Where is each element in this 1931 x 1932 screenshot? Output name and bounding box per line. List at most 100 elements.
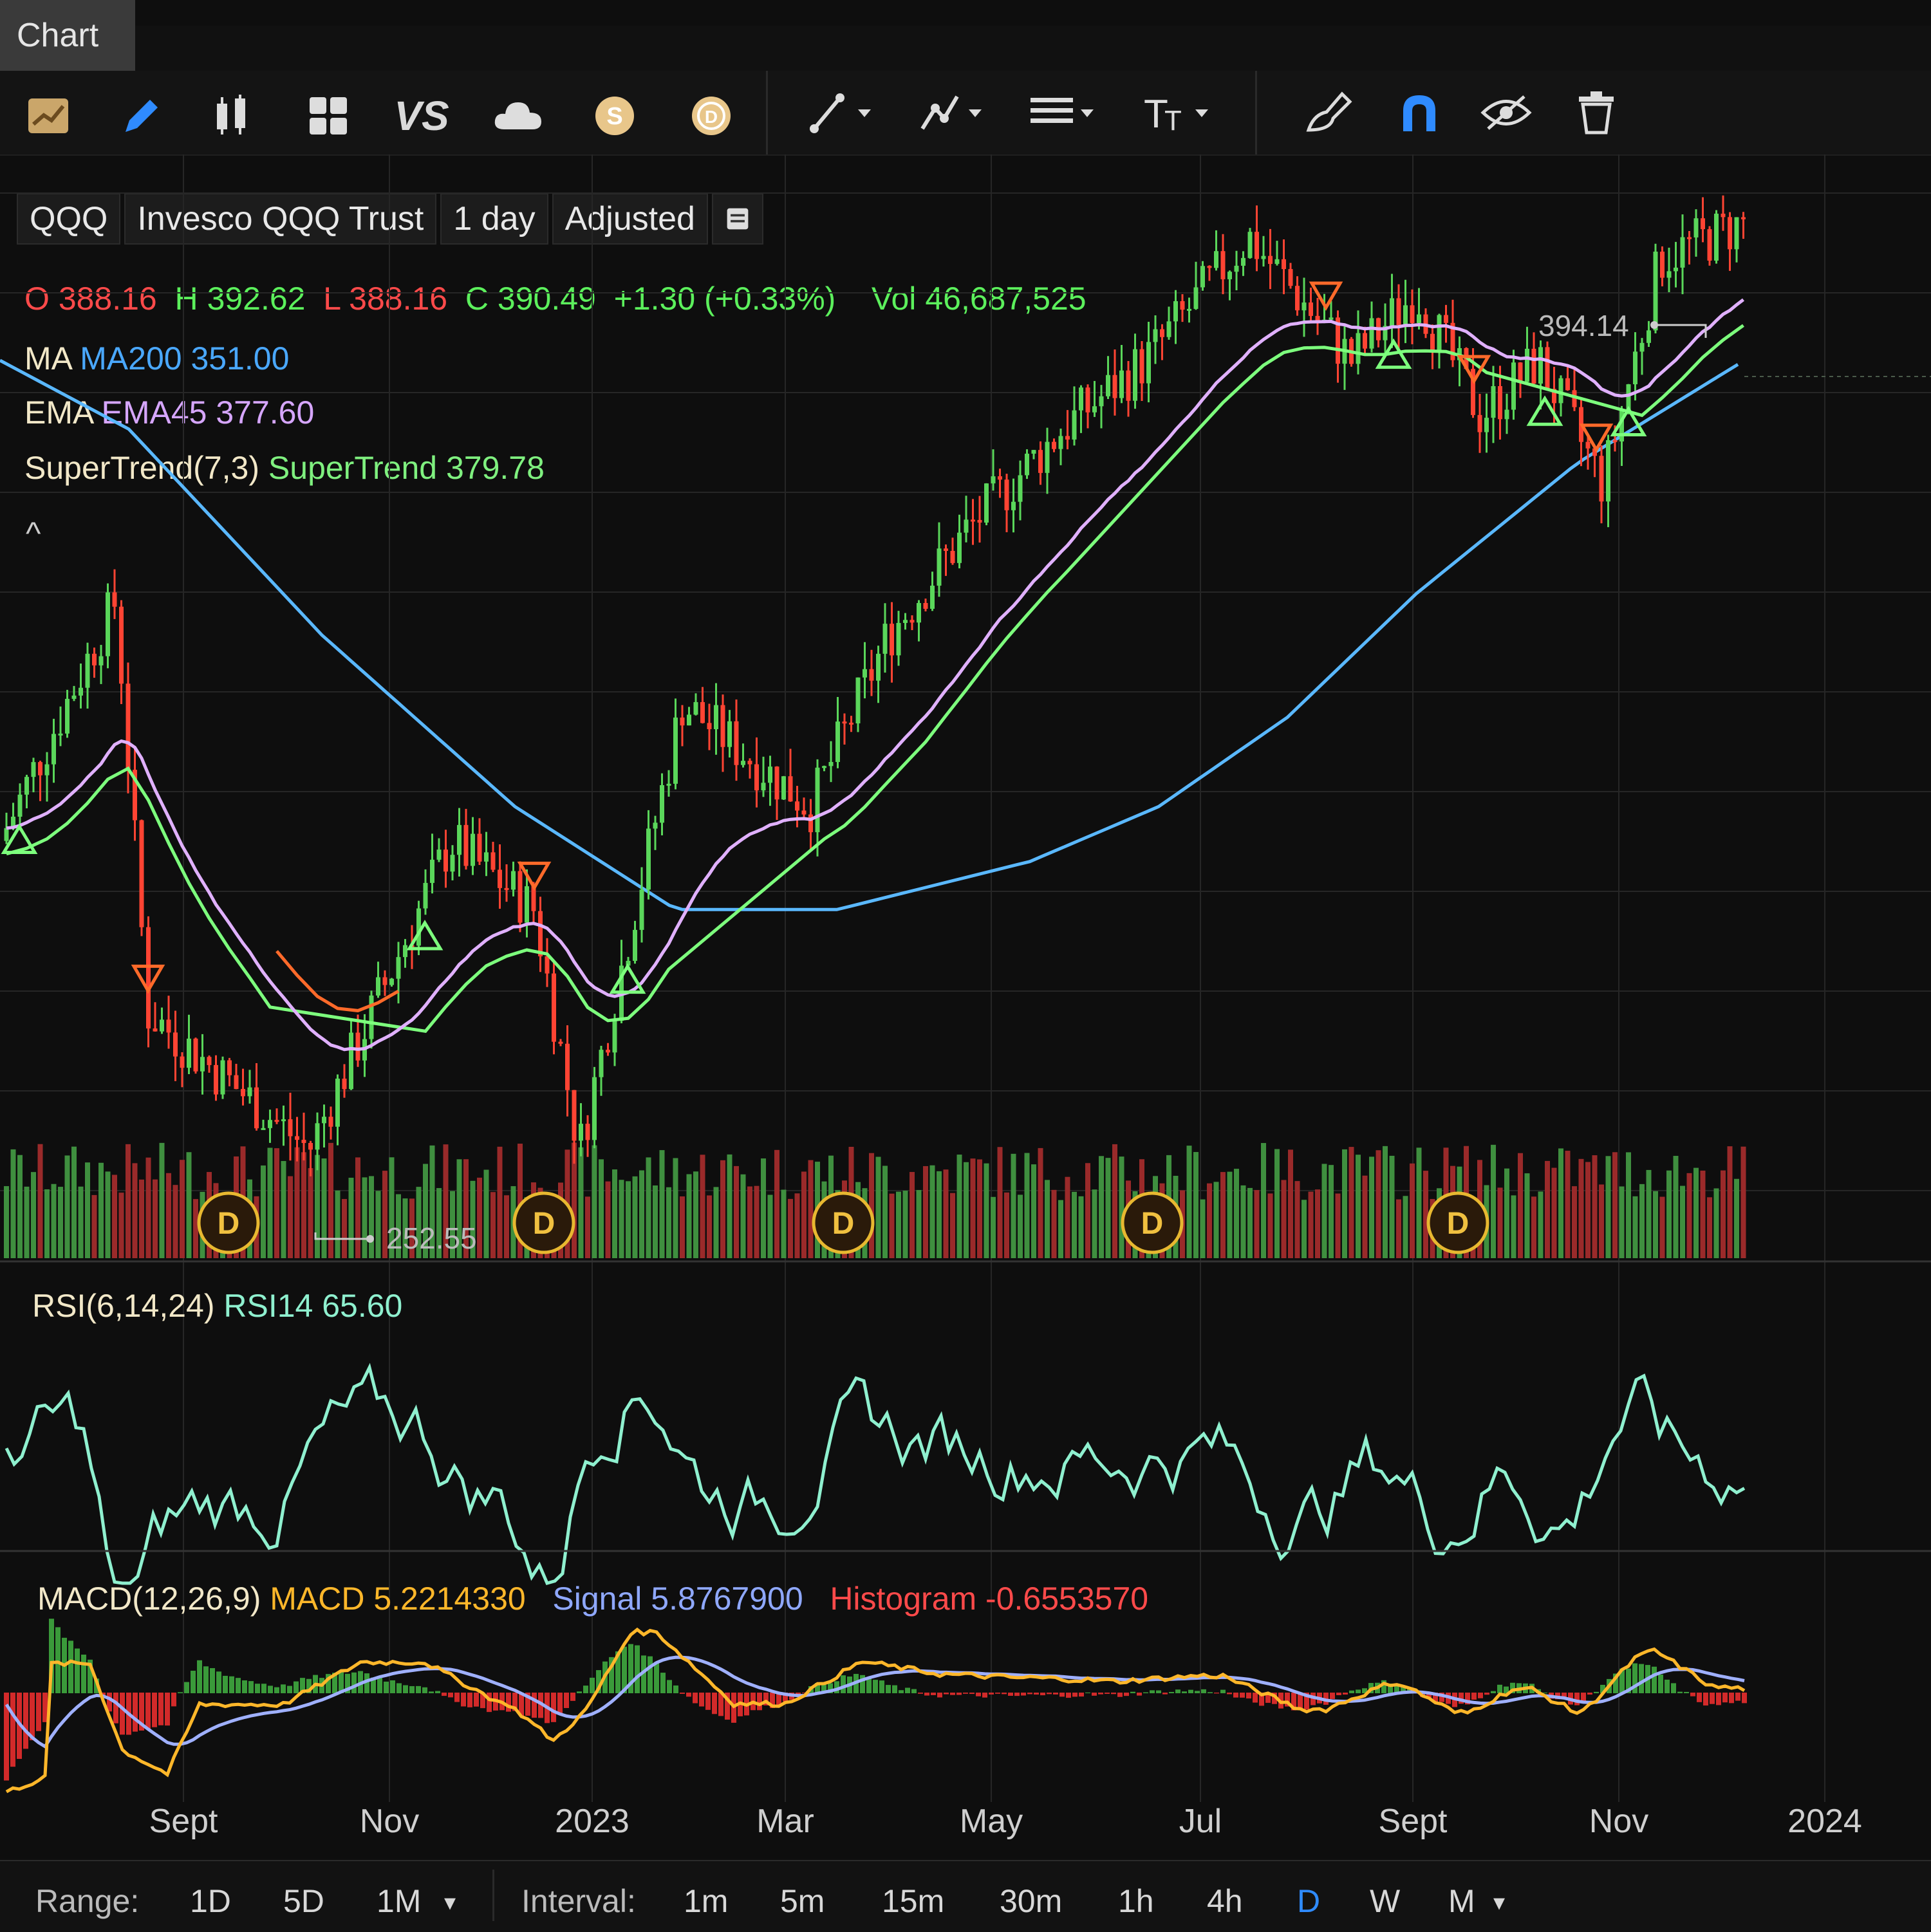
volume-bar bbox=[132, 1163, 138, 1258]
volume-bar bbox=[1680, 1185, 1685, 1258]
volume-bar bbox=[956, 1155, 962, 1258]
interval-15m[interactable]: 15m bbox=[882, 1883, 945, 1919]
volume-bar bbox=[1721, 1170, 1726, 1258]
candle bbox=[308, 1142, 313, 1150]
macd-hist-bar bbox=[1697, 1693, 1702, 1702]
volume-bar bbox=[632, 1176, 638, 1258]
range-5d[interactable]: 5D bbox=[283, 1883, 324, 1919]
rsi-legend[interactable]: RSI(6,14,24) RSI14 65.60 bbox=[32, 1287, 402, 1324]
candle bbox=[301, 1140, 306, 1143]
interval-1m[interactable]: 1m bbox=[684, 1883, 729, 1919]
dividend-badge[interactable]: D bbox=[1121, 1191, 1184, 1254]
interval-chip[interactable]: 1 day bbox=[440, 193, 548, 245]
volume-bar bbox=[1639, 1184, 1645, 1258]
range-1m[interactable]: 1M bbox=[377, 1883, 422, 1919]
macd-hist-bar bbox=[886, 1685, 891, 1693]
brush-icon[interactable] bbox=[1303, 90, 1355, 135]
interval-1h[interactable]: 1h bbox=[1118, 1883, 1154, 1919]
range-dropdown-icon[interactable]: ▾ bbox=[444, 1889, 456, 1915]
candle bbox=[436, 850, 442, 860]
line-tool-icon[interactable] bbox=[805, 90, 888, 135]
collapse-legend-toggle[interactable]: ^ bbox=[26, 516, 41, 552]
candle bbox=[1558, 378, 1563, 404]
interval-w[interactable]: W bbox=[1370, 1883, 1401, 1919]
chart-canvas[interactable]: 394.14 252.55 D D D D D bbox=[0, 154, 1931, 1802]
volume-bar bbox=[1376, 1150, 1381, 1258]
ticker-chip[interactable]: QQQ bbox=[17, 193, 121, 245]
candle bbox=[349, 1032, 353, 1090]
magnet-icon[interactable] bbox=[1394, 90, 1445, 135]
macd-hist-bar bbox=[982, 1693, 987, 1698]
chart-type-icon[interactable] bbox=[23, 93, 74, 138]
volume-bar bbox=[37, 1144, 43, 1258]
candle bbox=[504, 887, 509, 890]
layout-grid-icon[interactable] bbox=[303, 93, 354, 138]
pencil-icon[interactable] bbox=[116, 93, 167, 138]
candle bbox=[1011, 501, 1016, 510]
dividend-badge[interactable]: D bbox=[812, 1191, 875, 1254]
candle bbox=[822, 766, 826, 768]
svg-text:S: S bbox=[606, 103, 622, 130]
notes-icon[interactable] bbox=[711, 193, 763, 245]
volume-bar bbox=[1707, 1197, 1712, 1258]
path-tool-icon[interactable] bbox=[914, 90, 998, 135]
volume-bar bbox=[646, 1157, 651, 1258]
volume-bar bbox=[31, 1172, 36, 1258]
dividend-badge[interactable]: D bbox=[1426, 1191, 1489, 1254]
signal-value: Signal 5.8767900 bbox=[552, 1581, 803, 1617]
candle bbox=[355, 1032, 360, 1061]
candle bbox=[1403, 305, 1408, 326]
dividend-badge[interactable]: D bbox=[512, 1191, 575, 1254]
macd-hist-bar bbox=[680, 1693, 685, 1694]
ma-legend[interactable]: MA MA200 351.00 bbox=[24, 340, 289, 377]
macd-hist-bar bbox=[467, 1693, 472, 1707]
dollar-coin-icon[interactable]: S bbox=[589, 93, 640, 138]
macd-hist-bar bbox=[1587, 1693, 1592, 1695]
trash-icon[interactable] bbox=[1571, 90, 1622, 135]
fib-tool-icon[interactable] bbox=[1023, 90, 1107, 135]
interval-5m[interactable]: 5m bbox=[780, 1883, 825, 1919]
symbol-name-chip[interactable]: Invesco QQQ Trust bbox=[124, 193, 437, 245]
candle bbox=[1599, 456, 1604, 502]
candle bbox=[714, 705, 718, 730]
interval-d[interactable]: D bbox=[1297, 1883, 1321, 1919]
volume-bar bbox=[1551, 1167, 1557, 1258]
compare-vs-icon[interactable]: VS bbox=[394, 93, 449, 139]
macd-hist-bar bbox=[242, 1680, 247, 1693]
candle bbox=[160, 1019, 164, 1032]
dividend-coin-icon[interactable]: D bbox=[686, 93, 737, 138]
ema-legend[interactable]: EMA EMA45 377.60 bbox=[24, 394, 314, 431]
candle bbox=[1045, 441, 1050, 473]
macd-hist-bar bbox=[1497, 1684, 1502, 1693]
macd-hist-bar bbox=[81, 1654, 86, 1693]
dividend-badge[interactable]: D bbox=[197, 1191, 260, 1254]
interval-dropdown-icon[interactable]: ▾ bbox=[1493, 1889, 1506, 1915]
interval-4h[interactable]: 4h bbox=[1207, 1883, 1243, 1919]
macd-hist-bar bbox=[892, 1685, 897, 1693]
range-1d[interactable]: 1D bbox=[190, 1883, 231, 1919]
macd-legend[interactable]: MACD(12,26,9) MACD 5.2214330 Signal 5.87… bbox=[37, 1580, 1148, 1617]
volume-bar bbox=[126, 1144, 131, 1258]
high-annotation: 394.14 bbox=[1538, 309, 1629, 342]
volume-bar bbox=[301, 1152, 306, 1258]
supertrend-legend[interactable]: SuperTrend(7,3) SuperTrend 379.78 bbox=[24, 449, 545, 487]
volume-bar bbox=[1491, 1144, 1496, 1258]
chart-tab[interactable]: Chart bbox=[0, 0, 135, 71]
volume-bar bbox=[1193, 1152, 1199, 1258]
interval-m[interactable]: M bbox=[1448, 1883, 1475, 1919]
volume-bar bbox=[139, 1179, 144, 1258]
volume-bar bbox=[923, 1166, 928, 1258]
candle bbox=[295, 1136, 299, 1140]
cloud-icon[interactable] bbox=[492, 93, 544, 138]
macd-hist-bar bbox=[699, 1693, 704, 1707]
candle bbox=[1585, 441, 1591, 449]
adjust-chip[interactable]: Adjusted bbox=[552, 193, 708, 245]
candle bbox=[133, 770, 137, 821]
hide-eye-icon[interactable] bbox=[1480, 90, 1532, 135]
candles-icon[interactable] bbox=[206, 93, 257, 138]
volume-bar bbox=[592, 1145, 597, 1258]
interval-30m[interactable]: 30m bbox=[1000, 1883, 1063, 1919]
candle bbox=[612, 1021, 617, 1053]
candle bbox=[1531, 348, 1536, 384]
